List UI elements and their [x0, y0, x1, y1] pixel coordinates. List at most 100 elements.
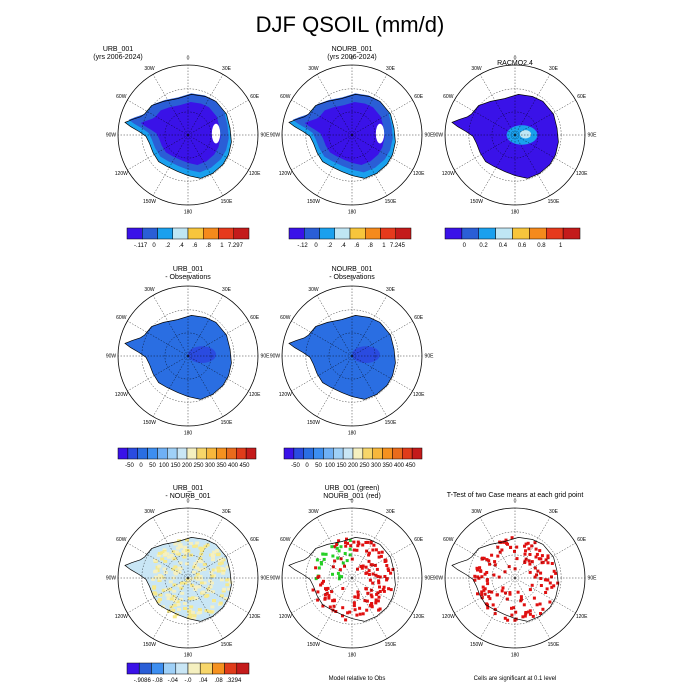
red-cell [352, 540, 356, 544]
red-cell [371, 572, 375, 576]
red-cell [359, 565, 363, 568]
red-cell [485, 571, 489, 574]
red-cell [387, 569, 391, 572]
red-cell [541, 607, 545, 611]
meridian-line [152, 577, 189, 639]
meridian-line [127, 134, 189, 171]
diff-cell [210, 574, 215, 578]
diff-cell [153, 570, 158, 574]
red-cell [341, 587, 345, 590]
meridian-line [152, 517, 189, 579]
red-cell [378, 585, 381, 589]
meridian-line [152, 295, 189, 357]
colorbar-label: 0 [305, 463, 309, 469]
red-cell [377, 595, 381, 599]
red-cell [524, 612, 528, 616]
red-cell [514, 610, 518, 614]
meridian-line [316, 355, 353, 417]
longitude-label: 60W [116, 94, 127, 100]
diff-cell [192, 570, 196, 574]
diff-cell [157, 564, 162, 568]
polar-map-5: 0 30E 60E 90E 120E 150E 180 150W 120W 90W 60W 30W [270, 277, 435, 437]
red-cell [538, 549, 542, 553]
diff-cell [202, 562, 207, 566]
meridian-line [454, 99, 516, 136]
panel-title-line: - Observations [329, 274, 375, 281]
diff-cell [175, 600, 180, 604]
polar-map-4: 0 30E 60E 90E 120E 150E 180 150W 120W 90W 60W 30W [106, 277, 270, 437]
longitude-label: 180 [184, 653, 193, 659]
longitude-label: 120W [442, 614, 455, 620]
diff-cell [195, 577, 200, 581]
diff-cell [157, 579, 162, 582]
colorbar-label: .4 [179, 243, 185, 249]
colorbar-label: 0 [463, 243, 467, 249]
red-cell [532, 596, 536, 600]
colorbar-label: 400 [228, 463, 239, 469]
diff-cell [171, 567, 176, 571]
colorbar-swatch [203, 227, 219, 240]
diff-cell [158, 577, 163, 581]
meridian-line [316, 295, 353, 357]
longitude-label: 30W [308, 66, 319, 72]
red-cell [368, 578, 372, 582]
red-cell [480, 593, 484, 597]
colorbar-label: .2 [327, 243, 333, 249]
longitude-label: 90W [433, 576, 444, 582]
red-cell [320, 581, 324, 585]
colorbar-label: -50 [125, 463, 134, 469]
diff-cell [221, 569, 226, 573]
red-cell [371, 581, 375, 585]
diff-cell [167, 609, 171, 613]
meridian-line [127, 542, 189, 579]
longitude-label: 0 [187, 277, 190, 283]
green-cell [348, 538, 352, 542]
colorbar-label: -50 [291, 463, 300, 469]
meridian-line [187, 355, 224, 417]
diff-cell [178, 566, 183, 570]
longitude-label: 30W [471, 66, 482, 72]
colorbar-swatch [157, 227, 173, 240]
panel-title-line: T-Test of two Case means at each grid po… [446, 492, 584, 499]
green-cell [337, 549, 341, 553]
diff-cell [157, 598, 162, 601]
red-cell [539, 584, 543, 587]
diff-cell [157, 551, 162, 555]
meridian-line [152, 74, 189, 136]
red-cell [391, 568, 395, 571]
meridian-line [152, 134, 189, 196]
red-cell [523, 544, 526, 548]
red-cell [338, 568, 342, 572]
diff-cell [165, 593, 170, 597]
red-cell [546, 554, 550, 558]
latitude-circle [491, 554, 539, 602]
panel-title-line: NOURB_001 [331, 266, 373, 273]
colorbar-swatch [365, 227, 381, 240]
red-cell [389, 571, 393, 575]
longitude-label: 150W [307, 199, 320, 205]
longitude-label: 30E [549, 66, 559, 72]
colorbar-swatch [172, 227, 189, 240]
diff-cell [152, 586, 156, 590]
meridian-line [187, 320, 249, 357]
red-cell [349, 544, 353, 548]
longitude-label: 150W [470, 642, 483, 648]
red-cell [481, 556, 484, 560]
colorbar-swatch [163, 662, 177, 675]
diff-cell [205, 543, 210, 547]
red-cell [366, 591, 370, 595]
meridian-line [351, 355, 388, 417]
longitude-label: 60E [414, 94, 424, 100]
diff-cell [201, 590, 206, 594]
diff-cell [179, 597, 183, 601]
diff-cell [198, 574, 203, 578]
red-cell [370, 563, 374, 567]
diff-cell [222, 567, 227, 571]
meridian-line [316, 577, 353, 639]
longitude-label: 90E [425, 354, 435, 360]
red-cell [357, 542, 361, 546]
colorbar-swatch [142, 227, 158, 240]
colorbar-swatch [117, 447, 129, 460]
red-cell [496, 554, 500, 558]
longitude-label: 60W [116, 315, 127, 321]
